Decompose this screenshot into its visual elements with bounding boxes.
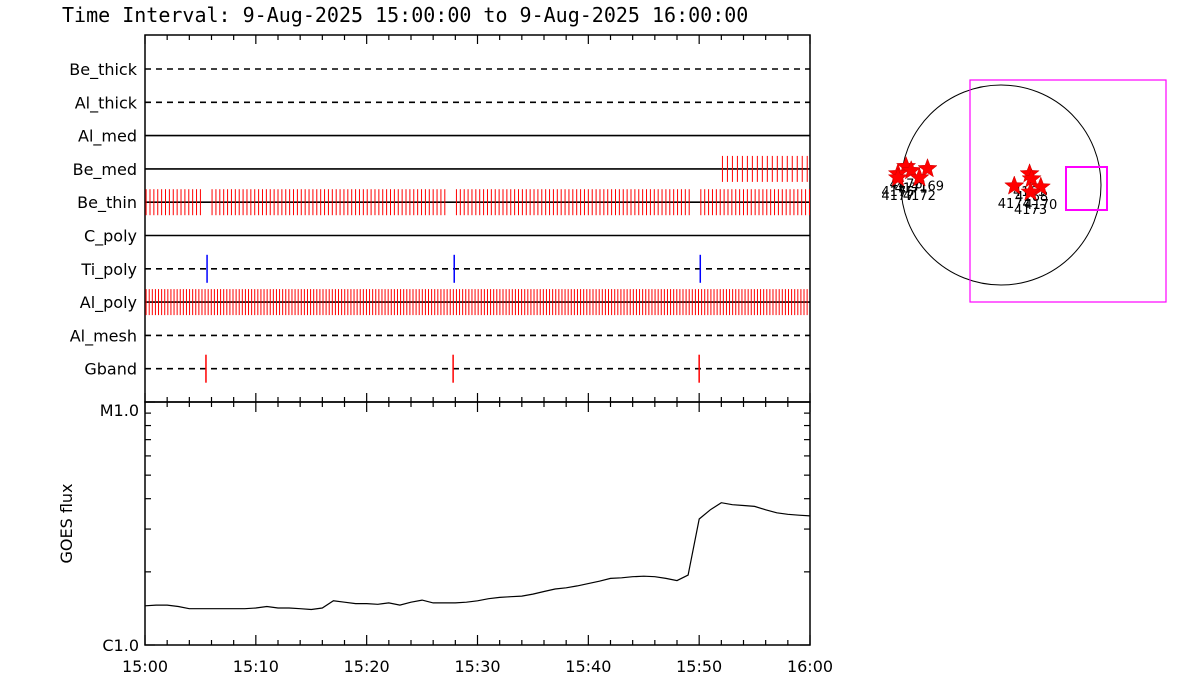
y-tick-label: C1.0 (102, 636, 139, 655)
channel-label: Al_med (78, 127, 137, 147)
timeline-frame (144, 34, 811, 403)
channel-label: Al_thick (75, 93, 138, 113)
fov-box (969, 79, 1167, 303)
channel-label: Be_med (73, 160, 137, 180)
active-region-star (917, 157, 938, 178)
active-region-label: 4169 (911, 180, 944, 195)
active-region-label: 4175 (881, 185, 914, 200)
active-region-star (1020, 181, 1041, 201)
x-tick-label: 15:10 (233, 657, 279, 676)
timeline-panel: Be_thick Al_thick Al_med Be_med Be_thin C_pol… (69, 34, 811, 403)
figure-title: Time Interval: 9-Aug-2025 15:00:00 to 9-… (62, 3, 748, 27)
x-tick-label: 15:30 (454, 657, 500, 676)
x-tick-label: 16:00 (787, 657, 833, 676)
x-tick-label: 15:40 (565, 657, 611, 676)
active-region-star (909, 167, 930, 187)
channel-label: Al_mesh (70, 326, 137, 346)
y-axis-label: GOES flux (57, 483, 76, 563)
goes-flux-line (144, 502, 811, 611)
active-region-star (1004, 175, 1025, 195)
active-region-star (887, 167, 909, 187)
x-tick-label: 15:50 (676, 657, 722, 676)
sun-map-panel: 4176417141694175417741724165416841744170… (881, 79, 1167, 303)
x-tick-label: 15:20 (344, 657, 390, 676)
active-region-star (1030, 176, 1051, 196)
channel-label: Gband (84, 360, 137, 379)
goes-panel: C1.0 M1.0 GOES flux 15:00 15:10 15:20 15:30 15:… (57, 401, 833, 676)
active-region-label: 4174 (998, 197, 1031, 212)
active-region-label: 4173 (1014, 203, 1047, 218)
y-tick-label: M1.0 (100, 401, 139, 420)
channel-label: Be_thick (69, 60, 137, 80)
active-region-label: 4172 (903, 189, 936, 204)
channel-label: Al_poly (80, 293, 137, 313)
active-region-label: 4170 (1024, 198, 1057, 213)
channel-label: Be_thin (77, 193, 137, 213)
channel-label: Ti_poly (80, 260, 137, 280)
active-region-star (1021, 168, 1042, 188)
solar-disk (900, 84, 1102, 286)
x-tick-label: 15:00 (122, 657, 168, 676)
zoom-box (1065, 166, 1108, 211)
active-region-label: 4168 (1015, 190, 1048, 205)
active-region-label: 4177 (881, 189, 914, 204)
channel-label: C_poly (84, 227, 137, 247)
